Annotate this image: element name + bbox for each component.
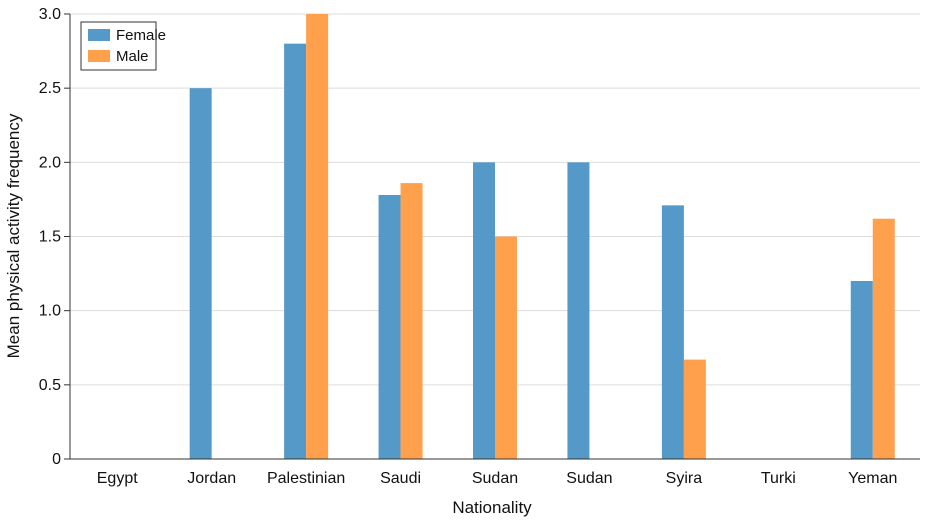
y-tick-label: 2.5 bbox=[39, 80, 61, 97]
y-tick-labels: 0 0.5 1.0 1.5 2.0 2.5 3.0 bbox=[39, 6, 70, 468]
bar-male-yeman bbox=[872, 218, 895, 459]
bar-male-palestinian bbox=[306, 14, 329, 459]
x-tick-label: Yeman bbox=[848, 470, 897, 487]
y-tick-label: 1.5 bbox=[39, 229, 61, 246]
legend-swatch-male bbox=[88, 50, 110, 62]
bar-male-sudan bbox=[495, 236, 517, 459]
x-tick-labels: Egypt Jordan Palestinian Saudi Sudan Sudan Syi… bbox=[97, 470, 898, 487]
bar-female-sudan bbox=[473, 162, 495, 460]
bar-female-jordan bbox=[189, 88, 212, 460]
legend-swatch-female bbox=[88, 29, 110, 41]
y-tick-label: 3.0 bbox=[39, 6, 61, 23]
legend: Female Male bbox=[80, 21, 166, 71]
legend-label-male: Male bbox=[116, 48, 149, 65]
y-tick-label: 0.5 bbox=[39, 377, 61, 394]
bar-female-yeman bbox=[850, 281, 873, 459]
x-tick-label: Turki bbox=[761, 470, 796, 487]
x-tick-label: Sudan bbox=[472, 470, 518, 487]
x-tick-label: Sudan bbox=[566, 470, 612, 487]
x-tick-label: Palestinian bbox=[267, 470, 345, 487]
y-axis-title: Mean physical activity frequency bbox=[4, 113, 23, 358]
x-tick-label: Egypt bbox=[97, 470, 138, 487]
bar-male-syira bbox=[683, 359, 706, 459]
x-axis-title: Nationality bbox=[452, 498, 532, 517]
bar-male-saudi bbox=[400, 183, 423, 459]
bar-female-sudan bbox=[567, 162, 590, 460]
legend-label-female: Female bbox=[116, 27, 166, 44]
bar-female-syira bbox=[661, 205, 684, 459]
bar-female-saudi bbox=[378, 194, 401, 459]
bars bbox=[189, 14, 895, 460]
y-tick-label: 1.0 bbox=[39, 303, 61, 320]
x-tick-label: Saudi bbox=[380, 470, 421, 487]
bar-female-palestinian bbox=[284, 43, 307, 460]
y-tick-label: 2.0 bbox=[39, 154, 61, 171]
x-tick-label: Syira bbox=[666, 470, 703, 487]
x-tick-label: Jordan bbox=[187, 470, 236, 487]
y-tick-label: 0 bbox=[52, 451, 61, 468]
